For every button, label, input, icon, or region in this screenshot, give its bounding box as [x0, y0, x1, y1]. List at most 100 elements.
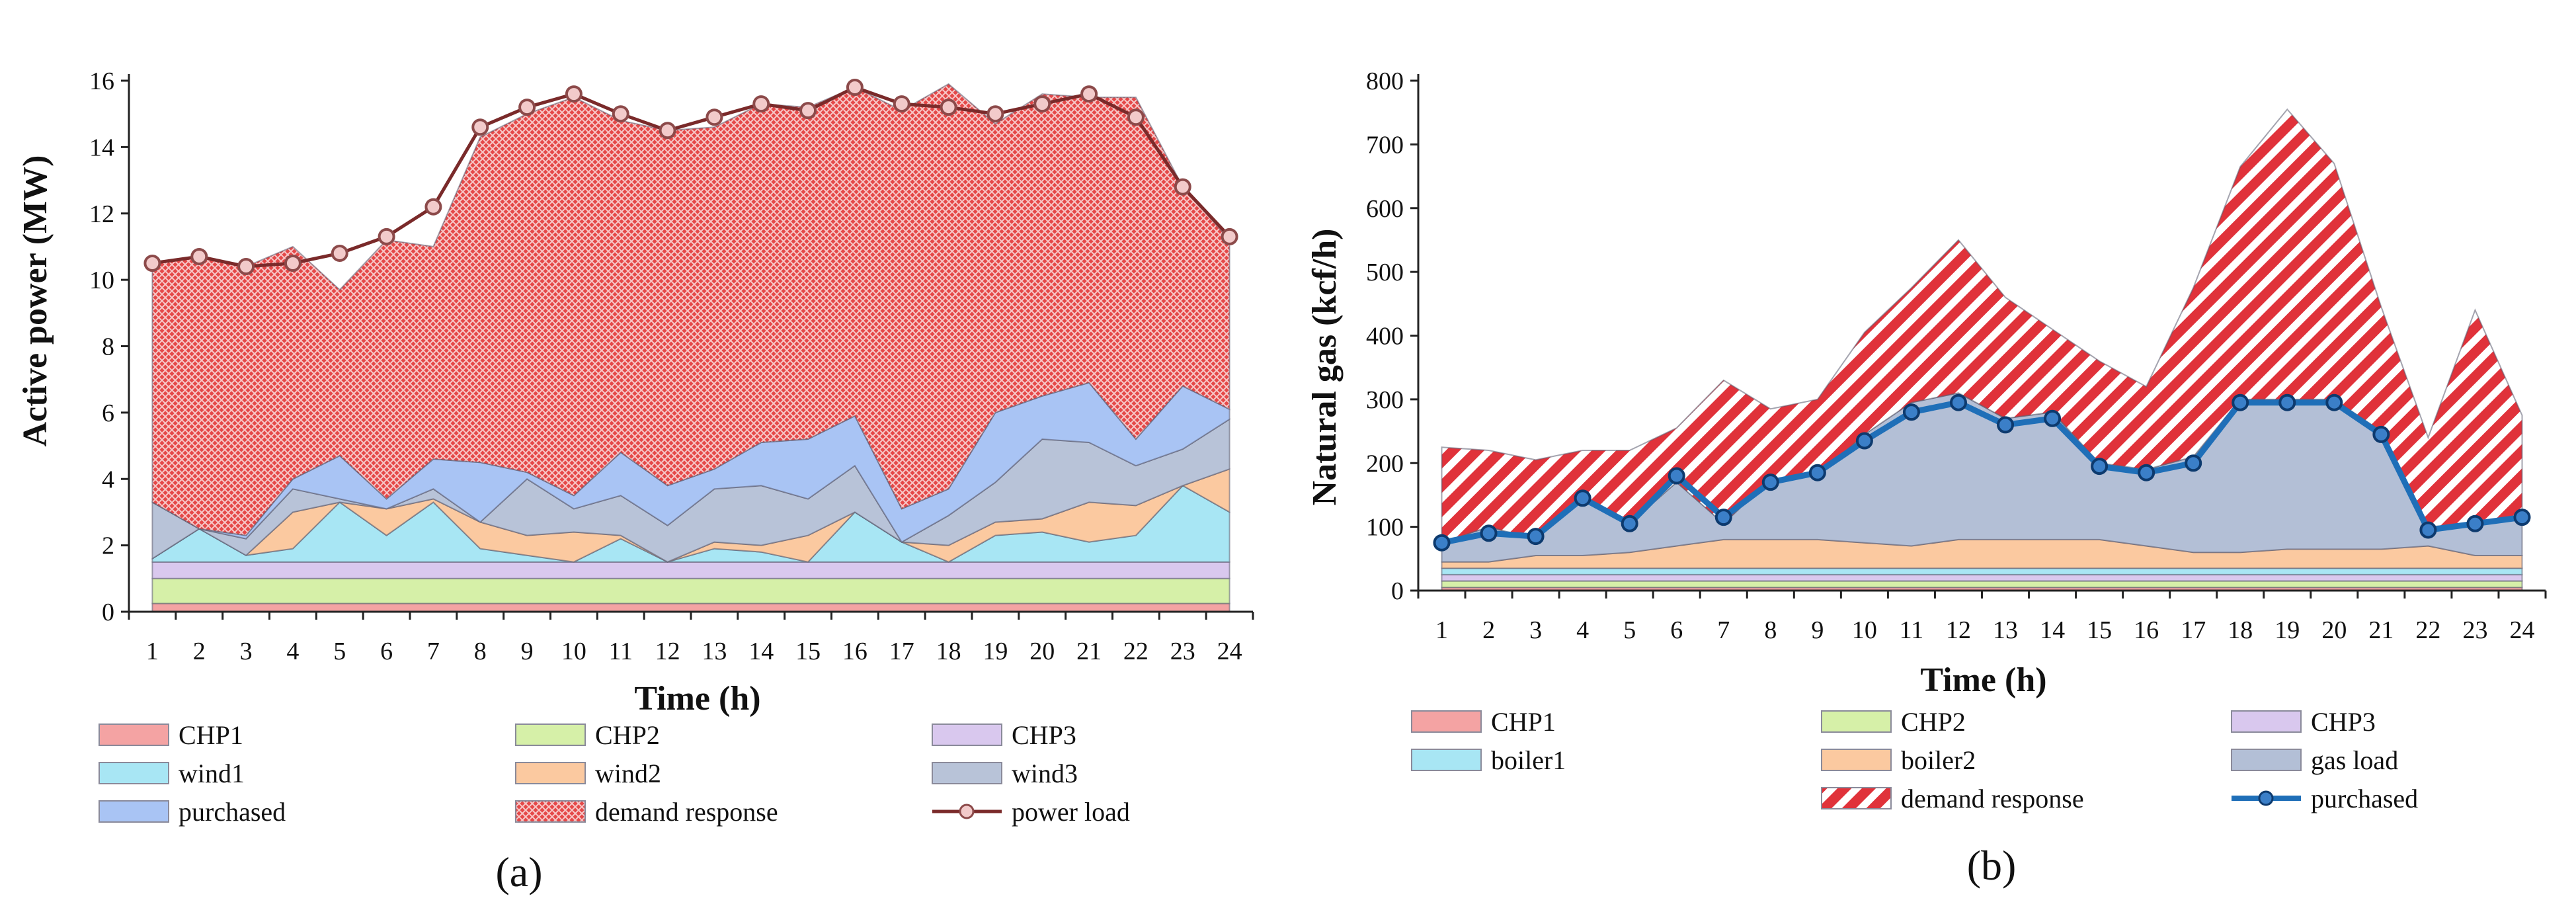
legend-label: boiler1 [1491, 745, 1566, 775]
point-purchased [2185, 454, 2202, 472]
y-tick-label: 0 [1391, 577, 1404, 605]
legend-label: CHP1 [1491, 707, 1556, 737]
x-tick-label: 16 [842, 638, 867, 665]
point-purchased [1480, 524, 1498, 542]
panel-a-legend: CHP1 CHP2 CHP3 wind1 wind2 wind3 purchased dema… [99, 720, 1130, 827]
x-tick-label: 18 [936, 638, 961, 665]
point-purchased [1621, 515, 1638, 532]
point-power-load [1174, 178, 1191, 196]
x-tick-label: 13 [702, 638, 727, 665]
panel-b-y-axis-label: Natural gas (kcf/h) [1306, 229, 1344, 506]
y-tick-label: 2 [102, 532, 114, 560]
y-tick-label: 8 [102, 333, 114, 361]
x-tick-label: 8 [474, 638, 487, 665]
legend-swatch [99, 724, 169, 746]
area-chp3 [1441, 573, 2523, 582]
legend-label: boiler2 [1901, 745, 1976, 775]
point-purchased [1527, 528, 1545, 546]
point-purchased [1808, 464, 1826, 481]
area-chp3 [151, 561, 1230, 579]
point-purchased [1433, 534, 1451, 552]
x-tick-label: 1 [146, 638, 159, 665]
point-power-load [143, 255, 161, 272]
point-power-load [752, 95, 770, 113]
x-tick-label: 17 [889, 638, 914, 665]
panel-b-legend: CHP1 CHP2 CHP3 boiler1 boiler2 gas load demand… [1411, 707, 2418, 813]
x-tick-label: 17 [2181, 616, 2206, 644]
legend-item-purchased: purchased [99, 797, 286, 827]
point-power-load [659, 122, 676, 140]
y-tick-label: 400 [1366, 323, 1404, 351]
point-purchased [2091, 458, 2109, 476]
point-power-load [565, 85, 583, 103]
point-power-load [284, 255, 302, 272]
point-power-load [424, 198, 442, 216]
x-tick-label: 19 [2274, 616, 2300, 644]
point-purchased [1668, 467, 1685, 485]
x-tick-label: 10 [561, 638, 586, 665]
x-tick-label: 7 [1717, 616, 1730, 644]
legend-item-chp3: CHP3 [932, 720, 1076, 750]
legend-label: demand response [595, 797, 778, 827]
point-purchased [1997, 416, 2015, 434]
point-power-load [1221, 227, 1238, 245]
legend-swatch [932, 762, 1002, 784]
y-tick-label: 10 [89, 267, 114, 294]
y-tick-label: 700 [1366, 131, 1404, 159]
legend-item-wind3: wind3 [932, 759, 1078, 788]
point-power-load [190, 247, 208, 265]
legend-swatch [2231, 749, 2302, 771]
legend-label: CHP2 [1901, 707, 1966, 737]
y-tick-label: 6 [102, 399, 114, 427]
point-power-load [940, 99, 957, 116]
y-tick-label: 4 [102, 466, 114, 493]
legend-item-chp1: CHP1 [1411, 707, 1556, 737]
point-purchased [2419, 521, 2437, 539]
y-tick-label: 100 [1366, 514, 1404, 542]
legend-item-purchased: purchased [2232, 784, 2418, 813]
panel-a-x-axis-label: Time (h) [634, 680, 760, 718]
legend-swatch [515, 724, 586, 746]
point-power-load [471, 118, 489, 136]
panel-b-label: (b) [1967, 842, 2017, 889]
legend-label: wind1 [179, 759, 245, 788]
legend-swatch [932, 724, 1002, 746]
y-tick-label: 16 [89, 67, 114, 95]
legend-swatch [515, 800, 586, 823]
x-tick-label: 20 [1029, 638, 1055, 665]
legend-item-power-load: power load [932, 797, 1130, 827]
legend-item-chp1: CHP1 [99, 720, 243, 750]
point-purchased [2325, 393, 2343, 411]
x-tick-label: 12 [1946, 616, 1971, 644]
point-power-load [799, 102, 817, 120]
area-boiler1 [1441, 567, 2523, 575]
x-tick-label: 11 [608, 638, 633, 665]
point-purchased [2372, 425, 2390, 443]
panel-b-area-series [1441, 108, 2523, 591]
area-chp2 [151, 577, 1230, 604]
panel-a-area-series [151, 83, 1230, 612]
legend-label: purchased [179, 797, 286, 827]
point-purchased [1902, 403, 1920, 421]
area-chp1 [151, 602, 1230, 612]
x-tick-label: 23 [1170, 638, 1195, 665]
panel-b-x-axis-label: Time (h) [1920, 661, 2046, 699]
x-tick-label: 14 [2040, 616, 2065, 644]
x-tick-label: 9 [1811, 616, 1824, 644]
legend-item-boiler1: boiler1 [1411, 745, 1566, 775]
x-tick-label: 14 [748, 638, 774, 665]
x-tick-label: 16 [2134, 616, 2159, 644]
panel-a-line-series [143, 79, 1238, 276]
y-tick-label: 800 [1366, 67, 1404, 95]
x-tick-label: 24 [1217, 638, 1242, 665]
legend-swatch [515, 762, 586, 784]
x-tick-label: 21 [1076, 638, 1102, 665]
x-tick-label: 3 [240, 638, 253, 665]
x-tick-label: 18 [2228, 616, 2253, 644]
y-tick-label: 200 [1366, 450, 1404, 477]
legend-swatch [2231, 710, 2302, 733]
point-power-load [893, 95, 910, 113]
